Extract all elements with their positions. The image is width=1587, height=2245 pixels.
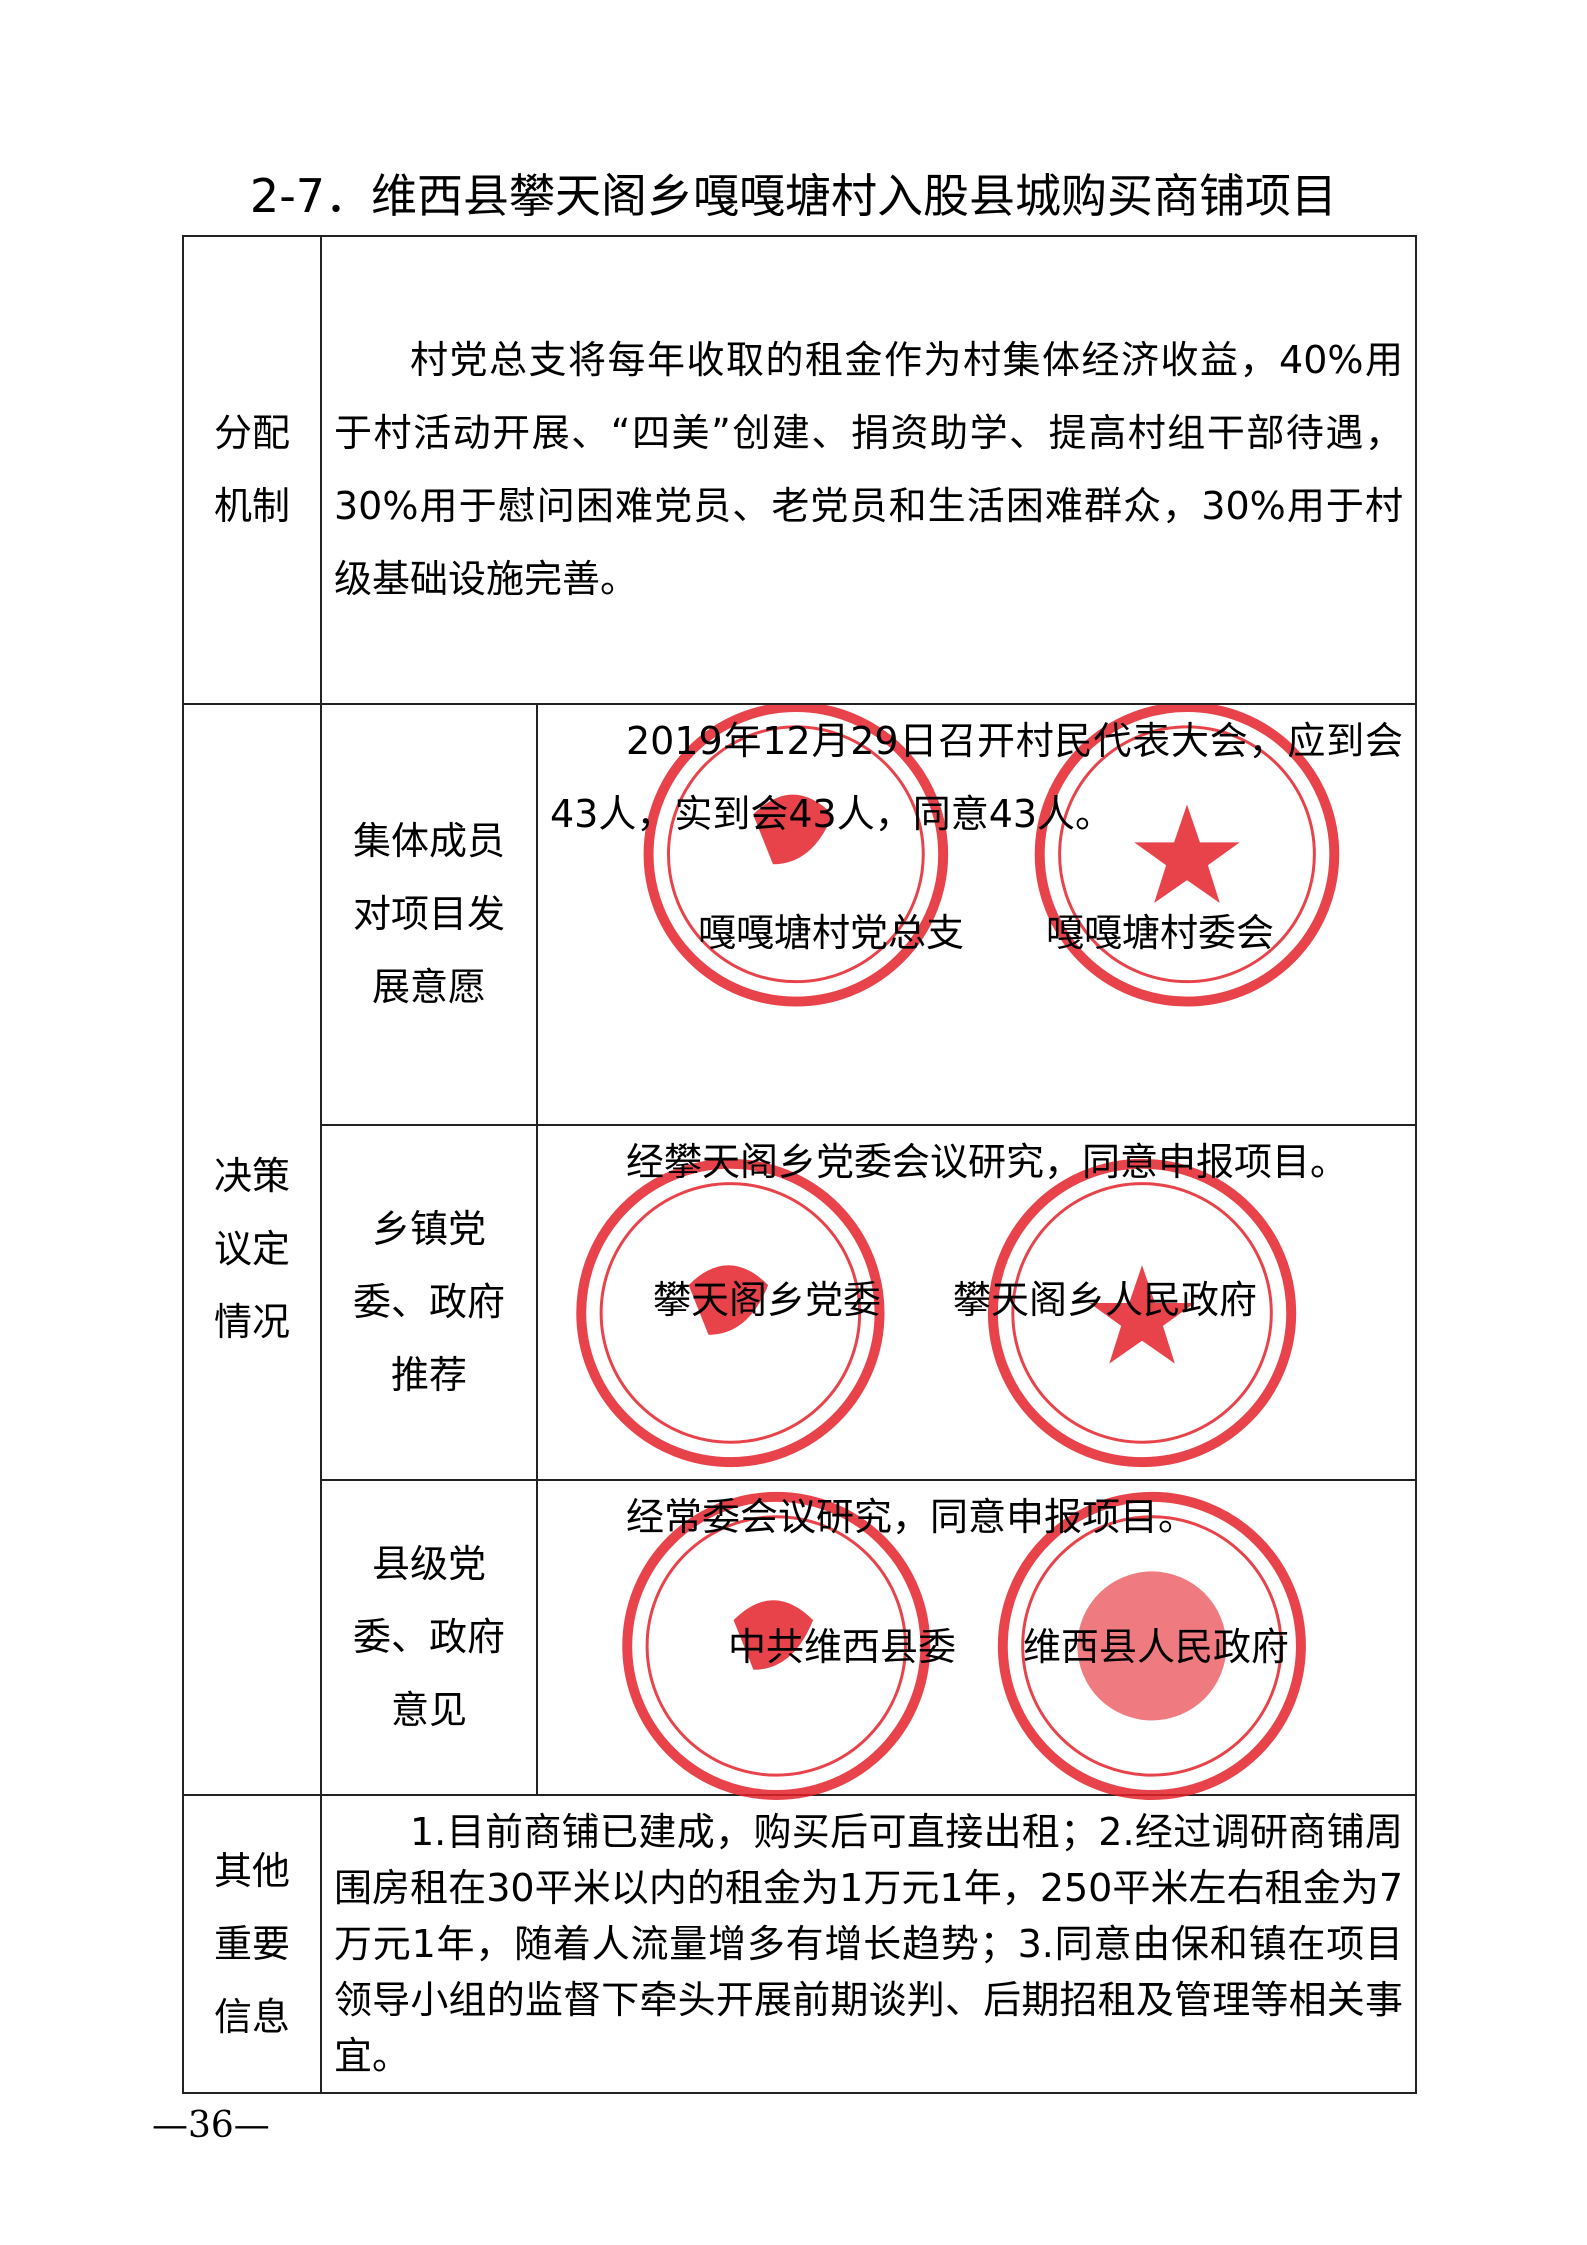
label-text: 情况: [213, 1300, 290, 1344]
label-text: 意见: [390, 1688, 467, 1732]
label-text: 分配: [213, 411, 290, 455]
members-text: 2019年12月29日召开村民代表大会，应到会43人，实到会43人，同意43人。: [550, 719, 1403, 836]
sign-county-government: 维西县人民政府: [1023, 1625, 1290, 1669]
sign-township-party: 攀天阁乡党委: [653, 1278, 882, 1322]
label-text: 县级党: [371, 1542, 486, 1586]
label-text: 其他: [213, 1848, 290, 1893]
sign-village-party: 嘎嘎塘村党总支: [698, 911, 965, 955]
label-decision: 决策 议定 情况: [182, 703, 322, 1796]
row-other: 其他重要信息 1.目前商铺已建成，购买后可直接出租；2.经过调研商铺周围房租在3…: [182, 1794, 1417, 2094]
page-number: —36—: [152, 2105, 270, 2146]
sign-village-committee: 嘎嘎塘村委会: [1046, 911, 1275, 955]
other-text: 1.目前商铺已建成，购买后可直接出租；2.经过调研商铺周围房租在30平米以内的租…: [320, 1794, 1417, 2094]
row-distribution: 分配机制 村党总支将每年收取的租金作为村集体经济收益，40%用于村活动开展、“四…: [182, 235, 1417, 705]
sign-county-party: 中共维西县委: [728, 1625, 957, 1669]
label-other: 其他 重要 信息: [182, 1794, 322, 2094]
label-township: 乡镇党 委、政府 推荐: [320, 1124, 538, 1481]
label-text: 集体成员: [352, 819, 505, 863]
sign-township-government: 攀天阁乡人民政府: [953, 1278, 1258, 1322]
members-cell: 2019年12月29日召开村民代表大会，应到会43人，实到会43人，同意43人。…: [536, 703, 1417, 1126]
label-text: 议定: [213, 1227, 290, 1271]
label-text: 委、政府: [352, 1615, 505, 1659]
row-members: 决策议定情况 集体成员对项目发展意愿 2019年12月29日召开村民代表大会，应…: [182, 703, 1417, 1796]
county-cell: 经常委会议研究，同意申报项目。 中共维西县委 维西县人民政府: [536, 1479, 1417, 1800]
label-text: 推荐: [390, 1353, 467, 1397]
label-text: 乡镇党: [371, 1207, 486, 1251]
label-distribution: 分配 机制: [182, 235, 322, 705]
label-text: 展意愿: [371, 965, 486, 1009]
label-text: 信息: [213, 1994, 290, 2039]
label-text: 委、政府: [352, 1280, 505, 1324]
label-county: 县级党 委、政府 意见: [320, 1479, 538, 1796]
project-table: 分配机制 村党总支将每年收取的租金作为村集体经济收益，40%用于村活动开展、“四…: [182, 235, 1417, 2094]
distribution-text: 村党总支将每年收取的租金作为村集体经济收益，40%用于村活动开展、“四美”创建、…: [320, 235, 1417, 705]
label-text: 对项目发: [352, 892, 505, 936]
township-cell: 经攀天阁乡党委会议研究，同意申报项目。 攀天阁乡党委 攀天阁乡人民政府: [536, 1124, 1417, 1481]
label-text: 决策: [213, 1154, 290, 1198]
row-county: 县级党委、政府意见 经常委会议研究，同意申报项目。 中共维西县委 维西县人民政府: [183, 1479, 1417, 1800]
page-title: 2-7．维西县攀天阁乡嘎嘎塘村入股县城购买商铺项目: [249, 169, 1338, 223]
label-text: 机制: [213, 484, 290, 528]
township-text: 经攀天阁乡党委会议研究，同意申报项目。: [626, 1140, 1349, 1184]
county-text: 经常委会议研究，同意申报项目。: [626, 1495, 1197, 1539]
label-members: 集体成员对项目发展意愿: [320, 703, 538, 1126]
label-text: 重要: [213, 1921, 290, 1966]
row-township: 乡镇党委、政府推荐 经攀天阁乡党委会议研究，同意申报项目。 攀天阁乡党委 攀天阁…: [183, 1124, 1417, 1481]
